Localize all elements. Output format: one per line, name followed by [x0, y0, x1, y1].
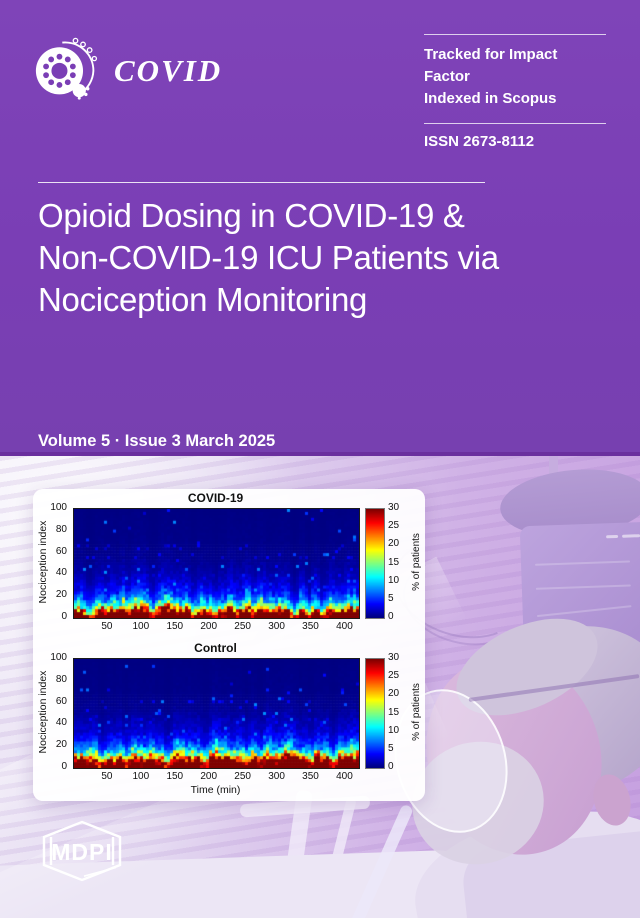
xtick-label: 150: [166, 771, 184, 782]
ytick-label: 20: [55, 739, 67, 751]
volume-issue-label: Volume 5 · Issue 3 March 2025: [38, 432, 276, 450]
cbtick-label: 15: [388, 706, 400, 718]
ytick-label: 60: [55, 695, 67, 707]
cbtick-label: 5: [388, 592, 394, 604]
scopus-badge: Indexed in Scopus: [424, 90, 557, 107]
cbtick-label: 0: [388, 761, 394, 772]
ytick-label: 0: [61, 611, 67, 622]
xtick-label: 400: [336, 621, 353, 632]
chart-control: Control Nociception index % of patients …: [33, 641, 425, 796]
cbtick-label: 10: [388, 724, 400, 736]
cbtick-label: 0: [388, 611, 394, 622]
xtick-label: 400: [336, 771, 353, 782]
x-axis-label: Time (min): [190, 784, 241, 796]
cbtick-label: 15: [388, 556, 400, 568]
chart-title: COVID-19: [187, 491, 244, 505]
cover-header: COVID Tracked for Impact Factor Indexed …: [0, 0, 640, 456]
journal-info-block: Tracked for Impact Factor Indexed in Sco…: [424, 34, 606, 150]
xtick-label: 300: [268, 621, 285, 632]
heatmap-plot: [73, 508, 360, 619]
ytick-label: 100: [50, 652, 67, 663]
cbtick-label: 25: [388, 520, 400, 532]
xtick-label: 250: [234, 621, 251, 632]
issn-label: ISSN 2673-8112: [424, 133, 535, 150]
cbtick-label: 20: [388, 538, 400, 550]
xtick-label: 100: [132, 621, 150, 632]
nociception-figure-card: COVID-19 Nociception index % of patients…: [33, 489, 425, 801]
xtick-label: 50: [101, 771, 113, 782]
xtick-label: 300: [268, 771, 285, 782]
divider: [424, 123, 606, 124]
xtick-label: 100: [132, 771, 150, 782]
colorbar: [365, 508, 385, 619]
xtick-label: 350: [302, 621, 319, 632]
ytick-label: 0: [61, 761, 67, 772]
virus-icon: [34, 36, 100, 105]
cbtick-label: 10: [388, 574, 400, 586]
xtick-label: 200: [200, 621, 218, 632]
ytick-label: 80: [55, 673, 67, 685]
ytick-label: 40: [55, 717, 67, 729]
chart-title: Control: [194, 641, 237, 655]
ytick-label: 40: [55, 567, 67, 579]
mdpi-wordmark: MDPI: [51, 839, 113, 865]
journal-logo: COVID: [34, 36, 222, 105]
colorbar: [365, 658, 385, 769]
journal-title: COVID: [114, 52, 223, 88]
heatmap-plot: [73, 658, 360, 769]
xtick-label: 50: [101, 621, 113, 632]
ytick-label: 80: [55, 523, 67, 535]
article-title-block: Opioid Dosing in COVID-19 & Non-COVID-19…: [38, 182, 598, 321]
chart-covid19: COVID-19 Nociception index % of patients…: [33, 491, 425, 646]
cbtick-label: 5: [388, 742, 394, 754]
ytick-label: 60: [55, 545, 67, 557]
cbtick-label: 25: [388, 670, 400, 682]
divider: [38, 182, 485, 183]
xtick-label: 200: [200, 771, 218, 782]
xtick-label: 350: [302, 771, 319, 782]
cbtick-label: 30: [388, 652, 400, 663]
xtick-label: 250: [234, 771, 251, 782]
mdpi-logo: MDPI: [36, 820, 128, 887]
ytick-label: 20: [55, 589, 67, 601]
impact-factor-badge: Tracked for Impact Factor: [424, 46, 558, 85]
ytick-label: 100: [50, 502, 67, 513]
article-title: Opioid Dosing in COVID-19 & Non-COVID-19…: [38, 197, 499, 318]
xtick-label: 150: [166, 621, 184, 632]
cbtick-label: 20: [388, 688, 400, 700]
cbtick-label: 30: [388, 502, 400, 513]
divider: [424, 34, 606, 35]
